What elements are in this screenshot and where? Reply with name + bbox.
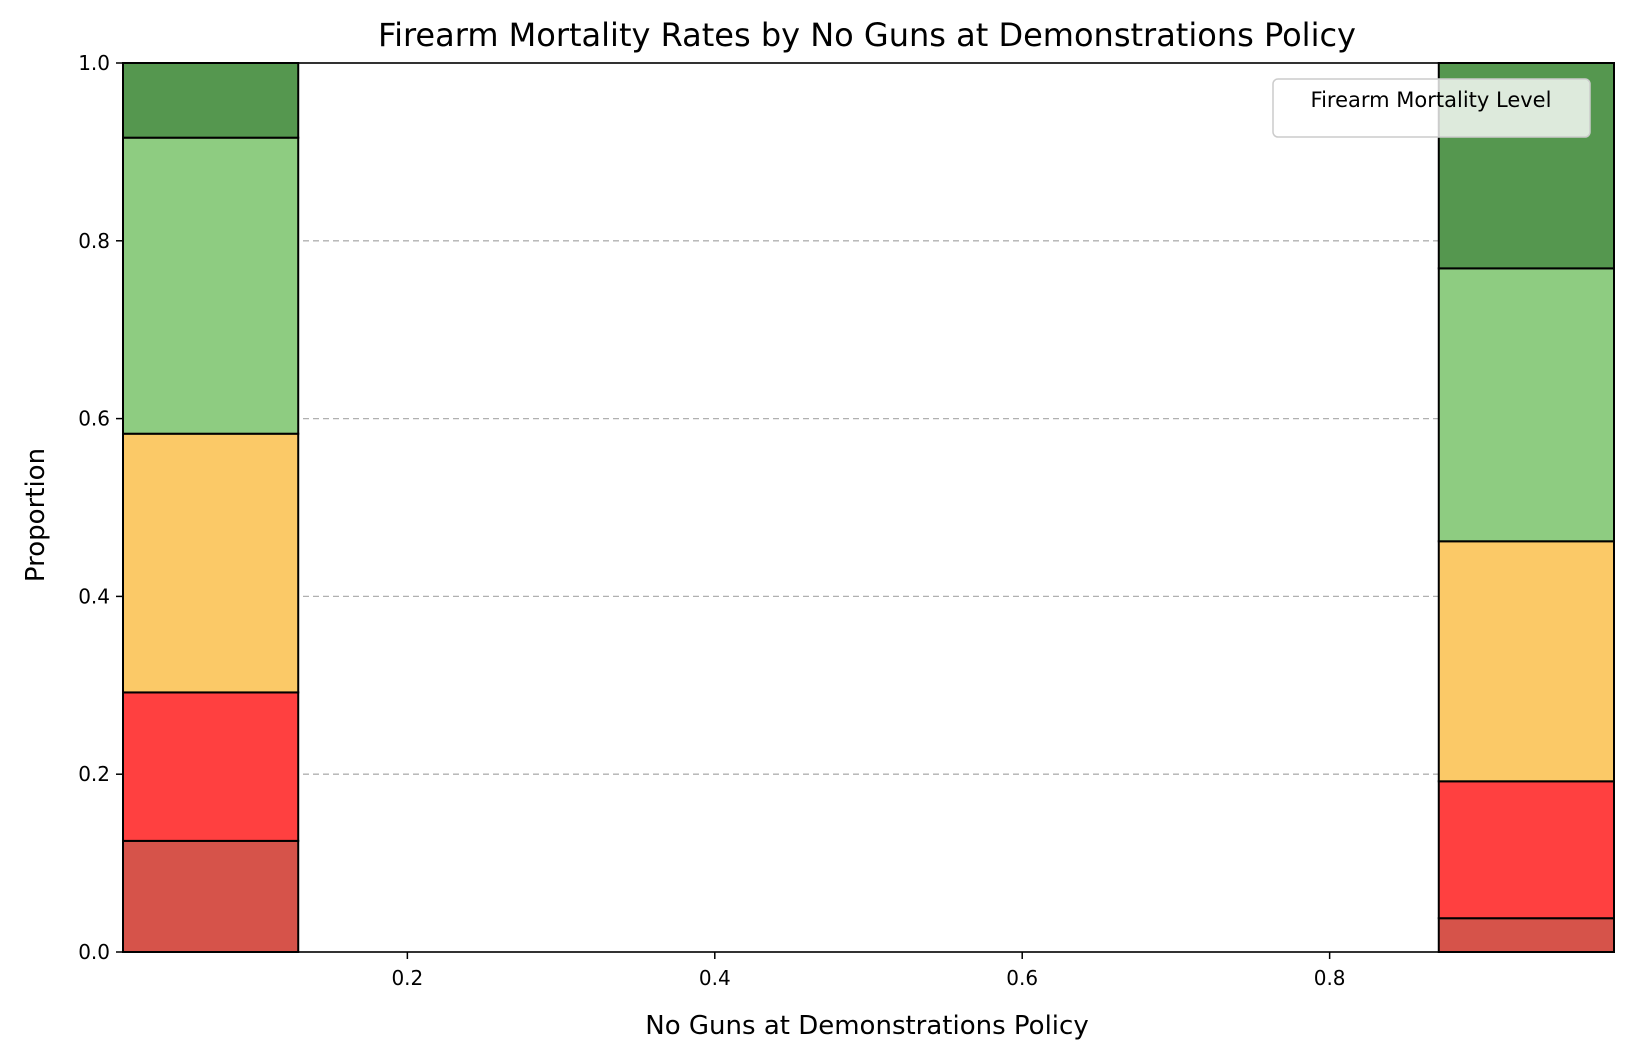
x-tick-label: 0.6: [1006, 966, 1038, 990]
y-tick-label: 0.0: [78, 940, 110, 964]
y-axis-label: Proportion: [21, 448, 51, 582]
bar-segment-bin2-level1: [1437, 917, 1615, 954]
ticks: 0.2 0.4 0.6 0.8 0.0 0.2 0.4 0.6 0.8 1.0: [78, 51, 1345, 990]
plot-frame: [122, 62, 1615, 953]
gridlines: [123, 240, 1614, 775]
y-tick-label: 1.0: [78, 51, 110, 75]
bar-segment-bin1-level2: [122, 691, 300, 842]
x-tick-label: 0.8: [1314, 966, 1346, 990]
bar-segment-bin1-level1: [122, 839, 300, 953]
y-tick-label: 0.8: [78, 229, 110, 253]
bar-segment-bin2-level4: [1437, 267, 1615, 543]
bar-segment-bin2-level3: [1437, 540, 1615, 783]
bar-segment-bin1-level3: [122, 432, 300, 694]
y-tick-label: 0.2: [78, 762, 110, 786]
bar-segment-bin2-level2: [1437, 780, 1615, 920]
x-tick-label: 0.4: [699, 966, 731, 990]
bar-segment-bin1-level5: [122, 62, 300, 139]
x-axis-label: No Guns at Demonstrations Policy: [645, 1011, 1088, 1041]
legend-title: Firearm Mortality Level: [1311, 88, 1552, 112]
legend-box: [1272, 78, 1591, 138]
chart-title: Firearm Mortality Rates by No Guns at De…: [378, 16, 1356, 54]
x-tick-label: 0.2: [391, 966, 423, 990]
y-tick-label: 0.4: [78, 584, 110, 608]
legend: Firearm Mortality Level: [1272, 78, 1591, 138]
y-tick-label: 0.6: [78, 407, 110, 431]
bar-segment-bin1-level4: [122, 136, 300, 435]
